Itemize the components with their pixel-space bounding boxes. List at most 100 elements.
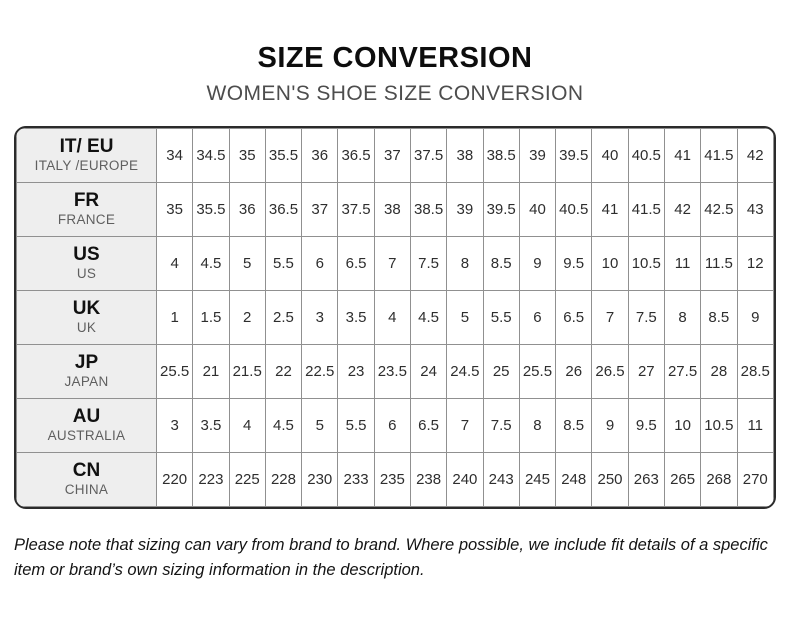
- region-name: UK: [76, 320, 97, 336]
- title-block: SIZE CONVERSION WOMEN'S SHOE SIZE CONVER…: [14, 0, 776, 106]
- size-value-cell: 1.5: [192, 290, 230, 345]
- size-value-cell: 37.5: [409, 128, 448, 183]
- size-value-cell: 41.5: [700, 128, 738, 183]
- size-value-cell: 8: [663, 290, 702, 345]
- size-value-cell: 2: [228, 290, 266, 345]
- size-value-cell: 7: [591, 290, 629, 345]
- size-value-cell: 35: [228, 128, 266, 183]
- size-value-cell: 34: [155, 128, 194, 183]
- size-value-cell: 42.5: [700, 182, 738, 237]
- size-value-cell: 11.5: [700, 236, 738, 291]
- size-value-cell: 38: [446, 128, 484, 183]
- row-label-cell: FR FRANCE: [16, 182, 157, 237]
- size-value-cell: 270: [736, 452, 774, 507]
- table-row: CN CHINA 220 223 225 228 230 233 235 238 240 243 245…: [16, 452, 774, 507]
- table-row: FR FRANCE 35 35.5 36 36.5 37 37.5 38 38.5 39 39.5 40…: [16, 182, 774, 237]
- size-value-cell: 35.5: [192, 182, 230, 237]
- size-value-cell: 268: [700, 452, 738, 507]
- size-value-cell: 6.5: [409, 398, 448, 453]
- size-value-cell: 2.5: [264, 290, 303, 345]
- row-label-cell: US US: [16, 236, 157, 291]
- size-value-cell: 23.5: [373, 344, 411, 399]
- size-value-cell: 7: [373, 236, 411, 291]
- size-value-cell: 223: [192, 452, 230, 507]
- size-value-cell: 10.5: [627, 236, 665, 291]
- size-value-cell: 36.5: [264, 182, 303, 237]
- region-name: ITALY /EUROPE: [34, 158, 139, 174]
- size-value-cell: 3.5: [337, 290, 375, 345]
- size-value-cell: 10.5: [700, 398, 738, 453]
- region-code: FR: [73, 189, 100, 211]
- size-value-cell: 5: [446, 290, 484, 345]
- page-subtitle: WOMEN'S SHOE SIZE CONVERSION: [206, 82, 584, 105]
- size-value-cell: 26.5: [591, 344, 629, 399]
- size-value-cell: 7: [446, 398, 484, 453]
- size-value-cell: 7.5: [482, 398, 520, 453]
- size-value-cell: 39.5: [482, 182, 520, 237]
- size-value-cell: 245: [518, 452, 557, 507]
- size-value-cell: 4: [155, 236, 194, 291]
- size-value-cell: 9.5: [627, 398, 665, 453]
- size-value-cell: 38.5: [482, 128, 520, 183]
- size-value-cell: 35.5: [264, 128, 303, 183]
- size-value-cell: 24.5: [446, 344, 484, 399]
- region-name: CHINA: [64, 482, 109, 498]
- region-code: UK: [72, 297, 101, 319]
- size-value-cell: 5.5: [337, 398, 375, 453]
- size-value-cell: 42: [736, 128, 774, 183]
- table-row: IT/ EU ITALY /EUROPE 34 34.5 35 35.5 36 36.5 37 3…: [16, 128, 774, 183]
- size-value-cell: 9: [591, 398, 629, 453]
- size-value-cell: 6: [301, 236, 339, 291]
- size-value-cell: 220: [155, 452, 194, 507]
- table-row: UK UK 1 1.5 2 2.5 3 3.5 4 4.5 5 5.5 6 6.5 7 7.5 8 8.5 9: [16, 290, 774, 345]
- size-value-cell: 35: [155, 182, 194, 237]
- table-row: JP JAPAN 25.5 21 21.5 22 22.5 23 23.5 24 24.5 25 25.…: [16, 344, 774, 399]
- size-value-cell: 3: [155, 398, 194, 453]
- size-value-cell: 6.5: [337, 236, 375, 291]
- size-value-cell: 22.5: [301, 344, 339, 399]
- table-row: AU AUSTRALIA 3 3.5 4 4.5 5 5.5 6 6.5 7 7.5 8 8.5 9 9.5 1…: [16, 398, 774, 453]
- size-conversion-table-wrapper: IT/ EU ITALY /EUROPE 34 34.5 35 35.5 36 36.5 37 3…: [14, 126, 776, 509]
- size-value-cell: 6.5: [555, 290, 593, 345]
- size-value-cell: 37.5: [337, 182, 375, 237]
- size-value-cell: 238: [409, 452, 448, 507]
- size-value-cell: 248: [555, 452, 593, 507]
- size-value-cell: 23: [337, 344, 375, 399]
- size-value-cell: 25.5: [155, 344, 194, 399]
- region-code: JP: [74, 351, 99, 373]
- size-value-cell: 37: [373, 128, 411, 183]
- size-value-cell: 41: [663, 128, 702, 183]
- size-value-cell: 230: [301, 452, 339, 507]
- size-value-cell: 9.5: [555, 236, 593, 291]
- size-value-cell: 43: [736, 182, 774, 237]
- sizing-disclaimer: Please note that sizing can vary from br…: [14, 536, 768, 579]
- size-value-cell: 6: [373, 398, 411, 453]
- size-value-cell: 1: [155, 290, 194, 345]
- size-value-cell: 26: [555, 344, 593, 399]
- size-value-cell: 265: [663, 452, 702, 507]
- table-row: US US 4 4.5 5 5.5 6 6.5 7 7.5 8 8.5 9 9.5 10 10.5 11 11.5…: [16, 236, 774, 291]
- region-name: JAPAN: [64, 374, 109, 390]
- size-value-cell: 4.5: [192, 236, 230, 291]
- size-value-cell: 5.5: [264, 236, 303, 291]
- size-value-cell: 21.5: [228, 344, 266, 399]
- size-value-cell: 3.5: [192, 398, 230, 453]
- size-value-cell: 10: [663, 398, 702, 453]
- size-value-cell: 4.5: [409, 290, 448, 345]
- size-value-cell: 3: [301, 290, 339, 345]
- size-value-cell: 8: [518, 398, 557, 453]
- size-value-cell: 7.5: [627, 290, 665, 345]
- size-value-cell: 233: [337, 452, 375, 507]
- size-value-cell: 235: [373, 452, 411, 507]
- size-value-cell: 25.5: [518, 344, 557, 399]
- size-value-cell: 225: [228, 452, 266, 507]
- size-value-cell: 8.5: [555, 398, 593, 453]
- size-value-cell: 42: [663, 182, 702, 237]
- size-value-cell: 36: [228, 182, 266, 237]
- size-value-cell: 6: [518, 290, 557, 345]
- size-value-cell: 5: [228, 236, 266, 291]
- size-value-cell: 4.5: [264, 398, 303, 453]
- size-value-cell: 38: [373, 182, 411, 237]
- size-value-cell: 27.5: [663, 344, 702, 399]
- size-value-cell: 8: [446, 236, 484, 291]
